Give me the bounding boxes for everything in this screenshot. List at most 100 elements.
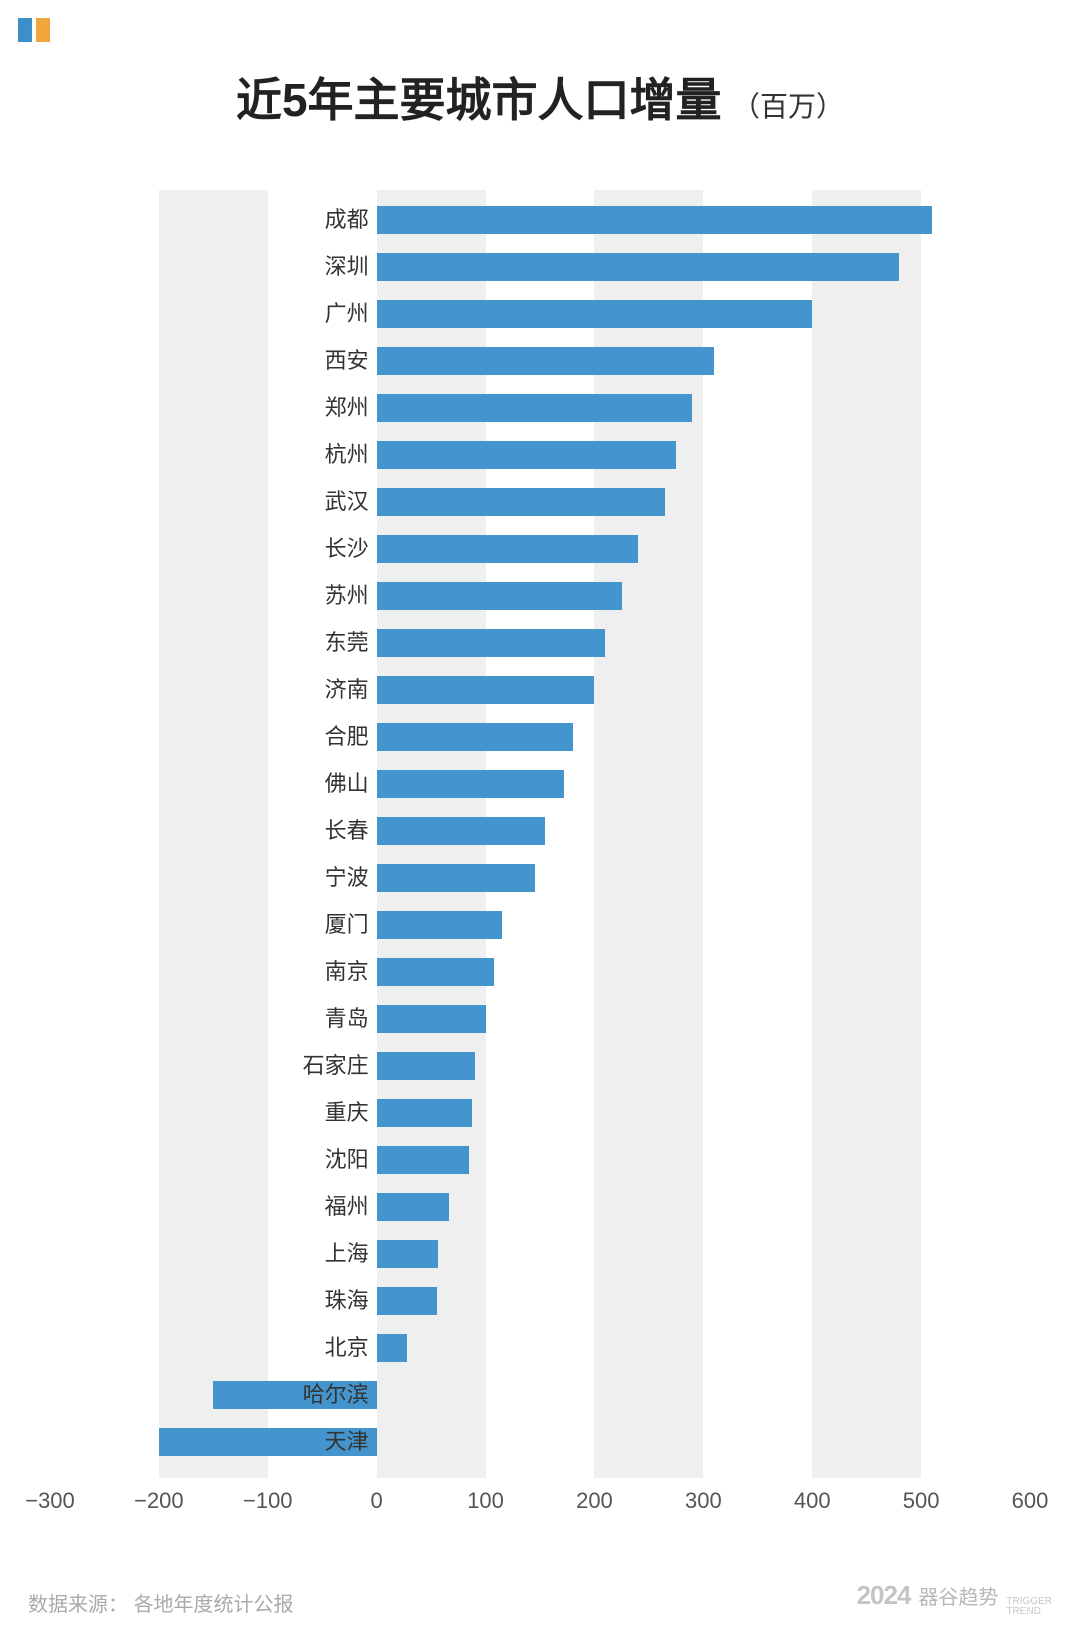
bar-rect xyxy=(377,300,813,328)
bar-label: 苏州 xyxy=(325,582,369,610)
bar-rect xyxy=(377,817,546,845)
x-tick: −200 xyxy=(134,1488,184,1514)
bar-label: 深圳 xyxy=(325,253,369,281)
brand-en-line2: TREND xyxy=(1006,1607,1052,1617)
bar-row: 沈阳 xyxy=(50,1146,1030,1174)
bar-rect xyxy=(377,394,693,422)
bar-row: 佛山 xyxy=(50,770,1030,798)
bar-label: 合肥 xyxy=(325,723,369,751)
bar-label: 东莞 xyxy=(325,629,369,657)
bar-row: 南京 xyxy=(50,958,1030,986)
source-text: 各地年度统计公报 xyxy=(134,1594,294,1616)
bar-row: 广州 xyxy=(50,300,1030,328)
bar-label: 上海 xyxy=(325,1240,369,1268)
chart-footer: 数据来源： 各地年度统计公报 2024 器谷趋势 TRIGGER TREND xyxy=(28,1580,1052,1617)
bar-rect xyxy=(377,911,502,939)
x-tick: 600 xyxy=(1012,1488,1049,1514)
bar-rect xyxy=(377,347,715,375)
title-unit: （百万） xyxy=(732,91,844,122)
bar-row: 杭州 xyxy=(50,441,1030,469)
x-tick: 500 xyxy=(903,1488,940,1514)
bar-rect xyxy=(377,1193,449,1221)
x-tick: 200 xyxy=(576,1488,613,1514)
bar-row: 哈尔滨 xyxy=(50,1381,1030,1409)
bar-rect xyxy=(377,864,535,892)
bar-rect xyxy=(377,1287,437,1315)
bar-label: 福州 xyxy=(325,1193,369,1221)
title-main: 近5年主要城市人口增量 xyxy=(236,74,722,126)
bar-row: 上海 xyxy=(50,1240,1030,1268)
corner-mark-2 xyxy=(36,18,50,42)
brand-year: 2024 xyxy=(857,1580,911,1611)
bar-row: 西安 xyxy=(50,347,1030,375)
bar-row: 青岛 xyxy=(50,1005,1030,1033)
data-source: 数据来源： 各地年度统计公报 xyxy=(28,1588,294,1617)
bar-rect xyxy=(377,441,676,469)
bar-rect xyxy=(377,958,495,986)
bar-rect xyxy=(377,206,932,234)
bar-label: 哈尔滨 xyxy=(303,1381,369,1409)
bar-row: 宁波 xyxy=(50,864,1030,892)
bar-rect xyxy=(377,1146,470,1174)
bar-row: 重庆 xyxy=(50,1099,1030,1127)
bar-label: 郑州 xyxy=(325,394,369,422)
x-tick: −100 xyxy=(243,1488,293,1514)
bar-rect xyxy=(377,488,666,516)
bar-label: 重庆 xyxy=(325,1099,369,1127)
bar-label: 石家庄 xyxy=(303,1052,369,1080)
bar-row: 苏州 xyxy=(50,582,1030,610)
x-tick: −300 xyxy=(25,1488,75,1514)
bar-row: 郑州 xyxy=(50,394,1030,422)
bar-label: 青岛 xyxy=(325,1005,369,1033)
bar-label: 广州 xyxy=(325,300,369,328)
bar-row: 厦门 xyxy=(50,911,1030,939)
bar-label: 宁波 xyxy=(325,864,369,892)
source-label: 数据来源： xyxy=(28,1594,128,1616)
brand-watermark: 2024 器谷趋势 TRIGGER TREND xyxy=(857,1580,1052,1617)
bar-label: 长春 xyxy=(325,817,369,845)
bar-rect xyxy=(377,629,606,657)
bar-row: 珠海 xyxy=(50,1287,1030,1315)
x-tick: 400 xyxy=(794,1488,831,1514)
bar-row: 合肥 xyxy=(50,723,1030,751)
bar-row: 长春 xyxy=(50,817,1030,845)
bar-label: 北京 xyxy=(325,1334,369,1362)
bar-label: 武汉 xyxy=(325,488,369,516)
plot-region: 成都深圳广州西安郑州杭州武汉长沙苏州东莞济南合肥佛山长春宁波厦门南京青岛石家庄重… xyxy=(50,190,1030,1478)
bar-row: 福州 xyxy=(50,1193,1030,1221)
bar-rect xyxy=(377,1005,486,1033)
bar-rect xyxy=(377,1240,438,1268)
corner-marks xyxy=(18,18,50,42)
bar-rect xyxy=(377,1334,407,1362)
bar-label: 厦门 xyxy=(325,911,369,939)
x-tick: 0 xyxy=(371,1488,383,1514)
x-tick: 100 xyxy=(467,1488,504,1514)
bar-rect xyxy=(377,770,564,798)
bar-label: 济南 xyxy=(325,676,369,704)
chart-title: 近5年主要城市人口增量 （百万） xyxy=(0,0,1080,130)
bar-label: 佛山 xyxy=(325,770,369,798)
brand-cn: 器谷趋势 xyxy=(918,1581,998,1610)
bar-label: 成都 xyxy=(325,206,369,234)
bar-row: 成都 xyxy=(50,206,1030,234)
bar-row: 深圳 xyxy=(50,253,1030,281)
bar-rect xyxy=(377,535,638,563)
brand-en: TRIGGER TREND xyxy=(1006,1597,1052,1617)
bar-rect xyxy=(377,1052,475,1080)
chart-area: 成都深圳广州西安郑州杭州武汉长沙苏州东莞济南合肥佛山长春宁波厦门南京青岛石家庄重… xyxy=(50,190,1030,1530)
bar-rect xyxy=(377,676,595,704)
bar-row: 武汉 xyxy=(50,488,1030,516)
bar-row: 济南 xyxy=(50,676,1030,704)
bar-label: 沈阳 xyxy=(325,1146,369,1174)
x-axis: −300−200−1000100200300400500600 xyxy=(50,1478,1030,1530)
bar-row: 天津 xyxy=(50,1428,1030,1456)
bar-rect xyxy=(377,723,573,751)
bar-rect xyxy=(377,1099,473,1127)
bar-label: 南京 xyxy=(325,958,369,986)
bar-rect xyxy=(377,582,622,610)
bar-row: 石家庄 xyxy=(50,1052,1030,1080)
bar-label: 西安 xyxy=(325,347,369,375)
bar-label: 长沙 xyxy=(325,535,369,563)
x-tick: 300 xyxy=(685,1488,722,1514)
bar-label: 珠海 xyxy=(325,1287,369,1315)
